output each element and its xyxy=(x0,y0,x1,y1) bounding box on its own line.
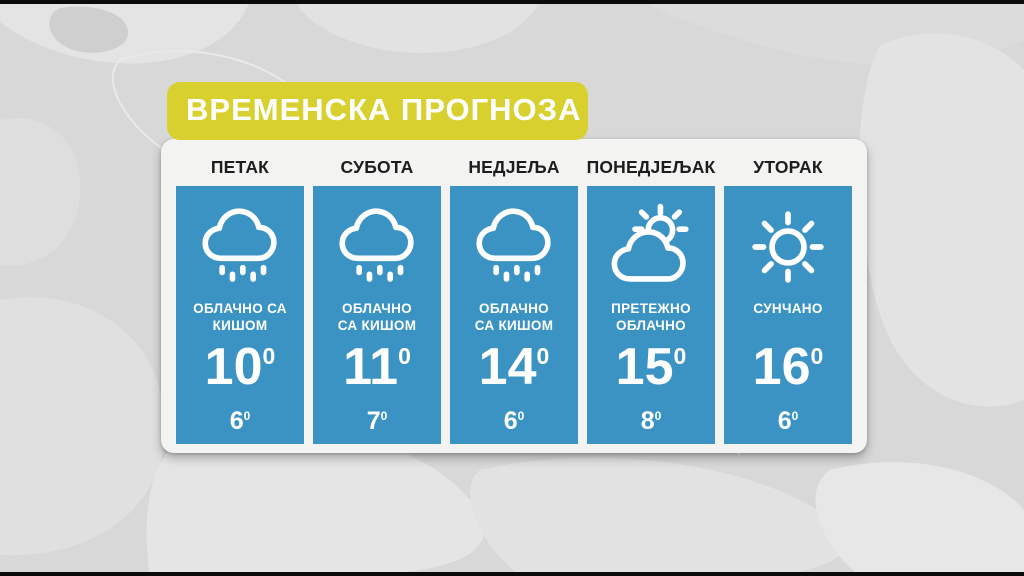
low-temp-value: 6 xyxy=(503,407,518,435)
high-temperature: 110 xyxy=(343,341,411,405)
day-name-label: ПОНЕДЈЕЉАК xyxy=(586,157,716,177)
low-temperature: 60 xyxy=(230,408,251,438)
high-temp-value: 14 xyxy=(478,338,537,396)
high-temp-value: 15 xyxy=(615,338,674,396)
day-card: ОБЛАЧНО СА КИШОМ 100 60 xyxy=(176,186,304,444)
condition-label: ПРЕТЕЖНО ОБЛАЧНО xyxy=(611,301,691,333)
weather-icon-wrap xyxy=(741,194,835,300)
weather-icon-wrap xyxy=(193,194,287,300)
rain-cloud-icon xyxy=(339,208,414,282)
forecast-day-column: УТОРАК СУНЧАНО 160 60 xyxy=(724,139,852,444)
forecast-days: ПЕТАК ОБЛАЧНО СА КИШОМ 100 60 СУБОТА ОБЛ… xyxy=(175,139,853,444)
weather-icon-wrap xyxy=(604,194,698,300)
sun-cloud-icon xyxy=(611,203,689,282)
day-name-label: ПЕТАК xyxy=(210,157,270,177)
low-temp-value: 6 xyxy=(777,407,792,435)
low-temp-degree: 0 xyxy=(243,409,251,423)
forecast-day-column: СУБОТА ОБЛАЧНО СА КИШОМ 110 70 xyxy=(313,139,441,444)
rain-cloud-icon xyxy=(202,208,277,282)
high-temp-degree: 0 xyxy=(673,343,687,369)
letterbox-bottom xyxy=(0,572,1024,576)
day-name-label: УТОРАК xyxy=(753,157,823,177)
low-temperature: 80 xyxy=(641,408,662,438)
day-card: СУНЧАНО 160 60 xyxy=(724,186,852,444)
low-temp-value: 8 xyxy=(640,407,655,435)
condition-label: ОБЛАЧНО СА КИШОМ xyxy=(337,301,417,333)
low-temp-degree: 0 xyxy=(517,409,525,423)
high-temp-value: 11 xyxy=(343,338,399,396)
weather-icon-wrap xyxy=(467,194,561,300)
high-temp-value: 10 xyxy=(204,338,263,396)
weather-icon-wrap xyxy=(330,194,424,300)
high-temperature: 150 xyxy=(616,341,687,405)
sun-icon xyxy=(752,211,824,283)
day-name-label: НЕДЈЕЉА xyxy=(468,157,560,177)
high-temp-degree: 0 xyxy=(398,343,411,369)
low-temp-value: 7 xyxy=(366,407,381,435)
low-temperature: 60 xyxy=(504,408,525,438)
low-temperature: 60 xyxy=(778,408,799,438)
page-title: ВРЕМЕНСКА ПРОГНОЗА xyxy=(186,92,582,127)
day-card: ПРЕТЕЖНО ОБЛАЧНО 150 80 xyxy=(587,186,715,444)
forecast-panel: ПЕТАК ОБЛАЧНО СА КИШОМ 100 60 СУБОТА ОБЛ… xyxy=(161,139,867,453)
low-temp-degree: 0 xyxy=(654,409,662,423)
high-temp-degree: 0 xyxy=(810,343,824,369)
condition-label: ОБЛАЧНО СА КИШОМ xyxy=(474,301,554,333)
day-card: ОБЛАЧНО СА КИШОМ 140 60 xyxy=(450,186,578,444)
day-card: ОБЛАЧНО СА КИШОМ 110 70 xyxy=(313,186,441,444)
high-temp-degree: 0 xyxy=(536,343,550,369)
condition-label: СУНЧАНО xyxy=(753,301,823,316)
high-temperature: 100 xyxy=(205,341,276,405)
forecast-day-column: НЕДЈЕЉА ОБЛАЧНО СА КИШОМ 140 60 xyxy=(450,139,578,444)
high-temp-degree: 0 xyxy=(262,343,276,369)
day-name-label: СУБОТА xyxy=(340,157,414,177)
low-temp-value: 6 xyxy=(229,407,244,435)
rain-cloud-icon xyxy=(476,208,551,282)
high-temp-value: 16 xyxy=(752,338,811,396)
letterbox-top xyxy=(0,0,1024,4)
low-temp-degree: 0 xyxy=(380,409,388,423)
forecast-day-column: ПЕТАК ОБЛАЧНО СА КИШОМ 100 60 xyxy=(176,139,304,444)
low-temp-degree: 0 xyxy=(791,409,799,423)
title-banner: ВРЕМЕНСКА ПРОГНОЗА xyxy=(167,82,588,140)
high-temperature: 160 xyxy=(753,341,824,405)
condition-label: ОБЛАЧНО СА КИШОМ xyxy=(193,301,287,333)
high-temperature: 140 xyxy=(479,341,550,405)
low-temperature: 70 xyxy=(367,408,388,438)
forecast-day-column: ПОНЕДЈЕЉАК ПРЕТЕЖНО ОБЛАЧНО 150 80 xyxy=(587,139,715,444)
